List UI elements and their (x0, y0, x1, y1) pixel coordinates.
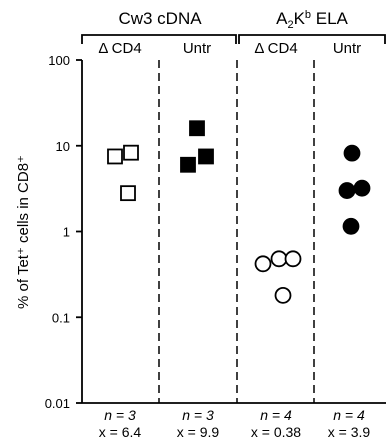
data-point-square-filled (180, 156, 196, 173)
y-tick-label: 1 (63, 225, 70, 240)
y-tick-label: 0.1 (52, 310, 70, 325)
y-tick-label: 100 (48, 53, 70, 68)
category-label-4: Untr (333, 40, 361, 57)
group-bracket-cw3 (81, 34, 237, 44)
category-label-1: Δ CD4 (98, 40, 141, 57)
data-point-circle-filled (353, 179, 371, 197)
data-point-circle-open (274, 286, 292, 304)
mean-label-2: x = 9.9 (177, 424, 220, 440)
group-bracket-a2kb (238, 34, 386, 44)
n-label-1: n = 3 (104, 407, 136, 423)
y-axis-label: % of Tet⁺ cells in CD8⁺ (15, 155, 32, 309)
data-point-circle-filled (343, 144, 361, 162)
y-ticks: 100 10 1 0.1 0.01 (45, 53, 82, 411)
data-point-circle-open (284, 250, 302, 268)
y-tick-label: 10 (56, 139, 70, 154)
data-point-square-filled (198, 148, 214, 165)
group-header-a2kb: A2Kb ELA (276, 9, 348, 31)
data-point-square-filled (189, 120, 205, 137)
data-point-circle-open (270, 250, 288, 268)
group-header-cw3: Cw3 cDNA (118, 9, 202, 28)
data-points (107, 120, 371, 304)
mean-label-4: x = 3.9 (328, 424, 371, 440)
y-tick-label: 0.01 (45, 396, 70, 411)
data-point-square-open (123, 144, 139, 161)
data-point-circle-open (254, 255, 272, 273)
data-point-circle-filled (338, 182, 356, 199)
n-label-4: n = 4 (333, 407, 365, 423)
data-point-square-open (120, 185, 136, 202)
mean-label-3: x = 0.38 (251, 424, 301, 440)
data-point-square-open (107, 148, 123, 165)
data-point-circle-filled (342, 217, 360, 235)
category-label-2: Untr (183, 40, 211, 57)
n-label-3: n = 4 (260, 407, 292, 423)
category-label-3: Δ CD4 (254, 40, 297, 57)
mean-label-1: x = 6.4 (99, 424, 142, 440)
n-label-2: n = 3 (182, 407, 214, 423)
